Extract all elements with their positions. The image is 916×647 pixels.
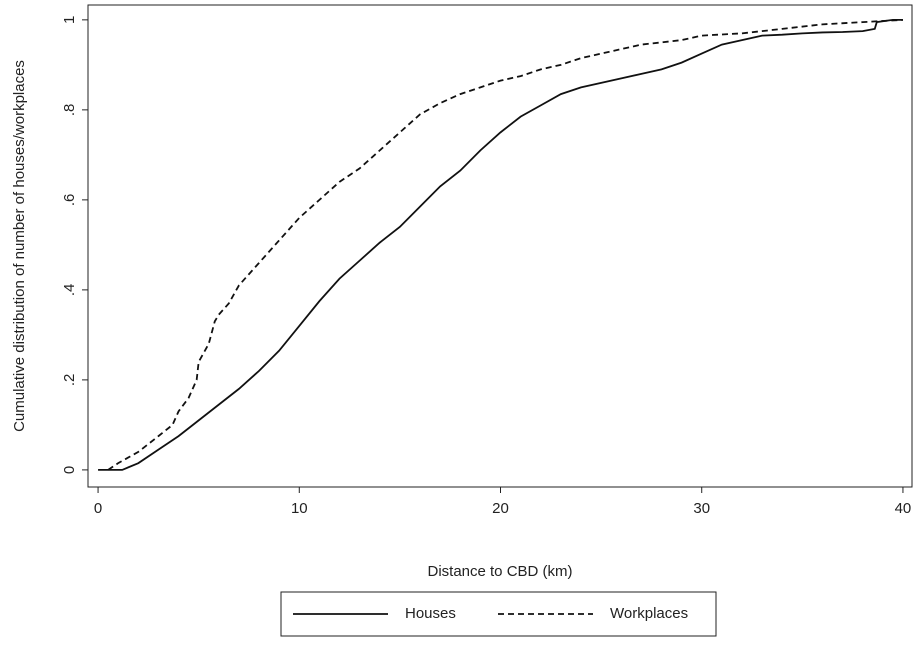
plot-frame — [87, 4, 913, 488]
x-tick-label: 30 — [693, 500, 710, 517]
y-axis-title: Cumulative distribution of number of hou… — [11, 60, 28, 432]
x-tick-label: 40 — [895, 500, 912, 517]
y-tick-label: .2 — [61, 374, 78, 387]
legend-label: Workplaces — [610, 605, 688, 622]
x-axis-title: Distance to CBD (km) — [427, 563, 572, 580]
x-tick-label: 20 — [492, 500, 509, 517]
y-tick-label: 1 — [61, 16, 78, 24]
y-tick-label: 0 — [61, 466, 78, 474]
y-tick-label: .6 — [61, 194, 78, 207]
x-tick-label: 10 — [291, 500, 308, 517]
series-line — [98, 18, 903, 471]
legend-label: Houses — [405, 605, 456, 622]
y-tick-label: .8 — [61, 104, 78, 117]
y-tick-label: .4 — [61, 284, 78, 297]
x-tick-label: 0 — [94, 500, 102, 517]
series-line — [107, 18, 903, 471]
